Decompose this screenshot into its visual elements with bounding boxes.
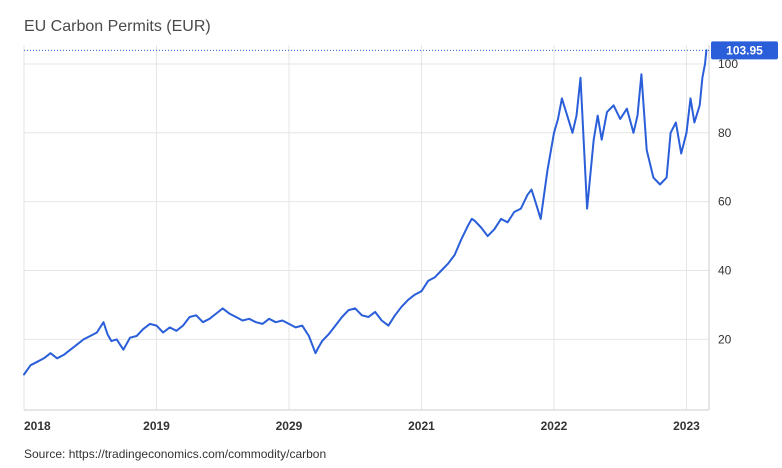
x-tick-label: 2021 [408,419,435,433]
x-tick-label: 2029 [276,419,303,433]
x-tick-label: 2018 [24,419,51,433]
y-tick-label: 80 [718,126,732,140]
source-note: Source: https://tradingeconomics.com/com… [24,447,326,461]
x-tick-label: 2019 [143,419,170,433]
x-tick-label: 2022 [541,419,568,433]
series-layer [23,49,708,376]
last-value-badge [711,41,778,60]
tick-label-layer: 20 40 60 80 100 2018 2019 2029 2021 2022 2023 [24,57,738,433]
y-tick-label: 100 [718,57,738,71]
x-tick-label: 2023 [673,419,700,433]
series-line [23,49,708,376]
y-tick-label: 60 [718,195,732,209]
grid-layer [23,45,710,411]
y-tick-label: 40 [718,264,732,278]
chart-title: EU Carbon Permits (EUR) [24,18,211,35]
y-tick-label: 20 [718,332,732,346]
last-value-label: 103.95 [726,43,763,57]
last-value-layer: 103.95 [24,41,778,60]
